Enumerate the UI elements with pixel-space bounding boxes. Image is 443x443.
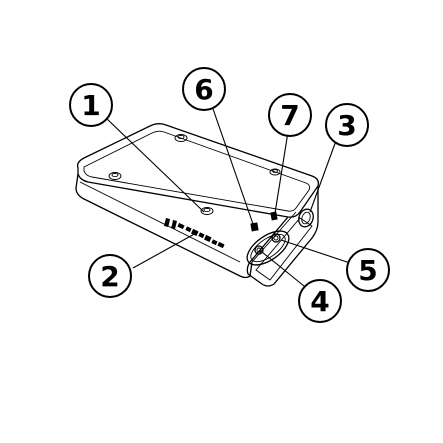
callout-5-label: 5	[358, 254, 377, 287]
callout-7-label: 7	[280, 99, 299, 132]
callout-7: 7	[268, 93, 312, 137]
callout-1-label: 1	[81, 89, 100, 122]
callout-4-label: 4	[310, 285, 329, 318]
callout-2-label: 2	[100, 260, 119, 293]
callout-6-label: 6	[194, 73, 213, 106]
callout-1: 1	[69, 83, 113, 127]
callout-5: 5	[346, 248, 390, 292]
callout-3: 3	[325, 103, 369, 147]
leader-lines	[105, 105, 351, 287]
callout-3-label: 3	[337, 109, 356, 142]
screw-icons	[108, 134, 281, 215]
callout-4: 4	[298, 279, 342, 323]
callout-2: 2	[88, 254, 132, 298]
end-panel-components	[246, 208, 314, 266]
callout-6: 6	[182, 67, 226, 111]
